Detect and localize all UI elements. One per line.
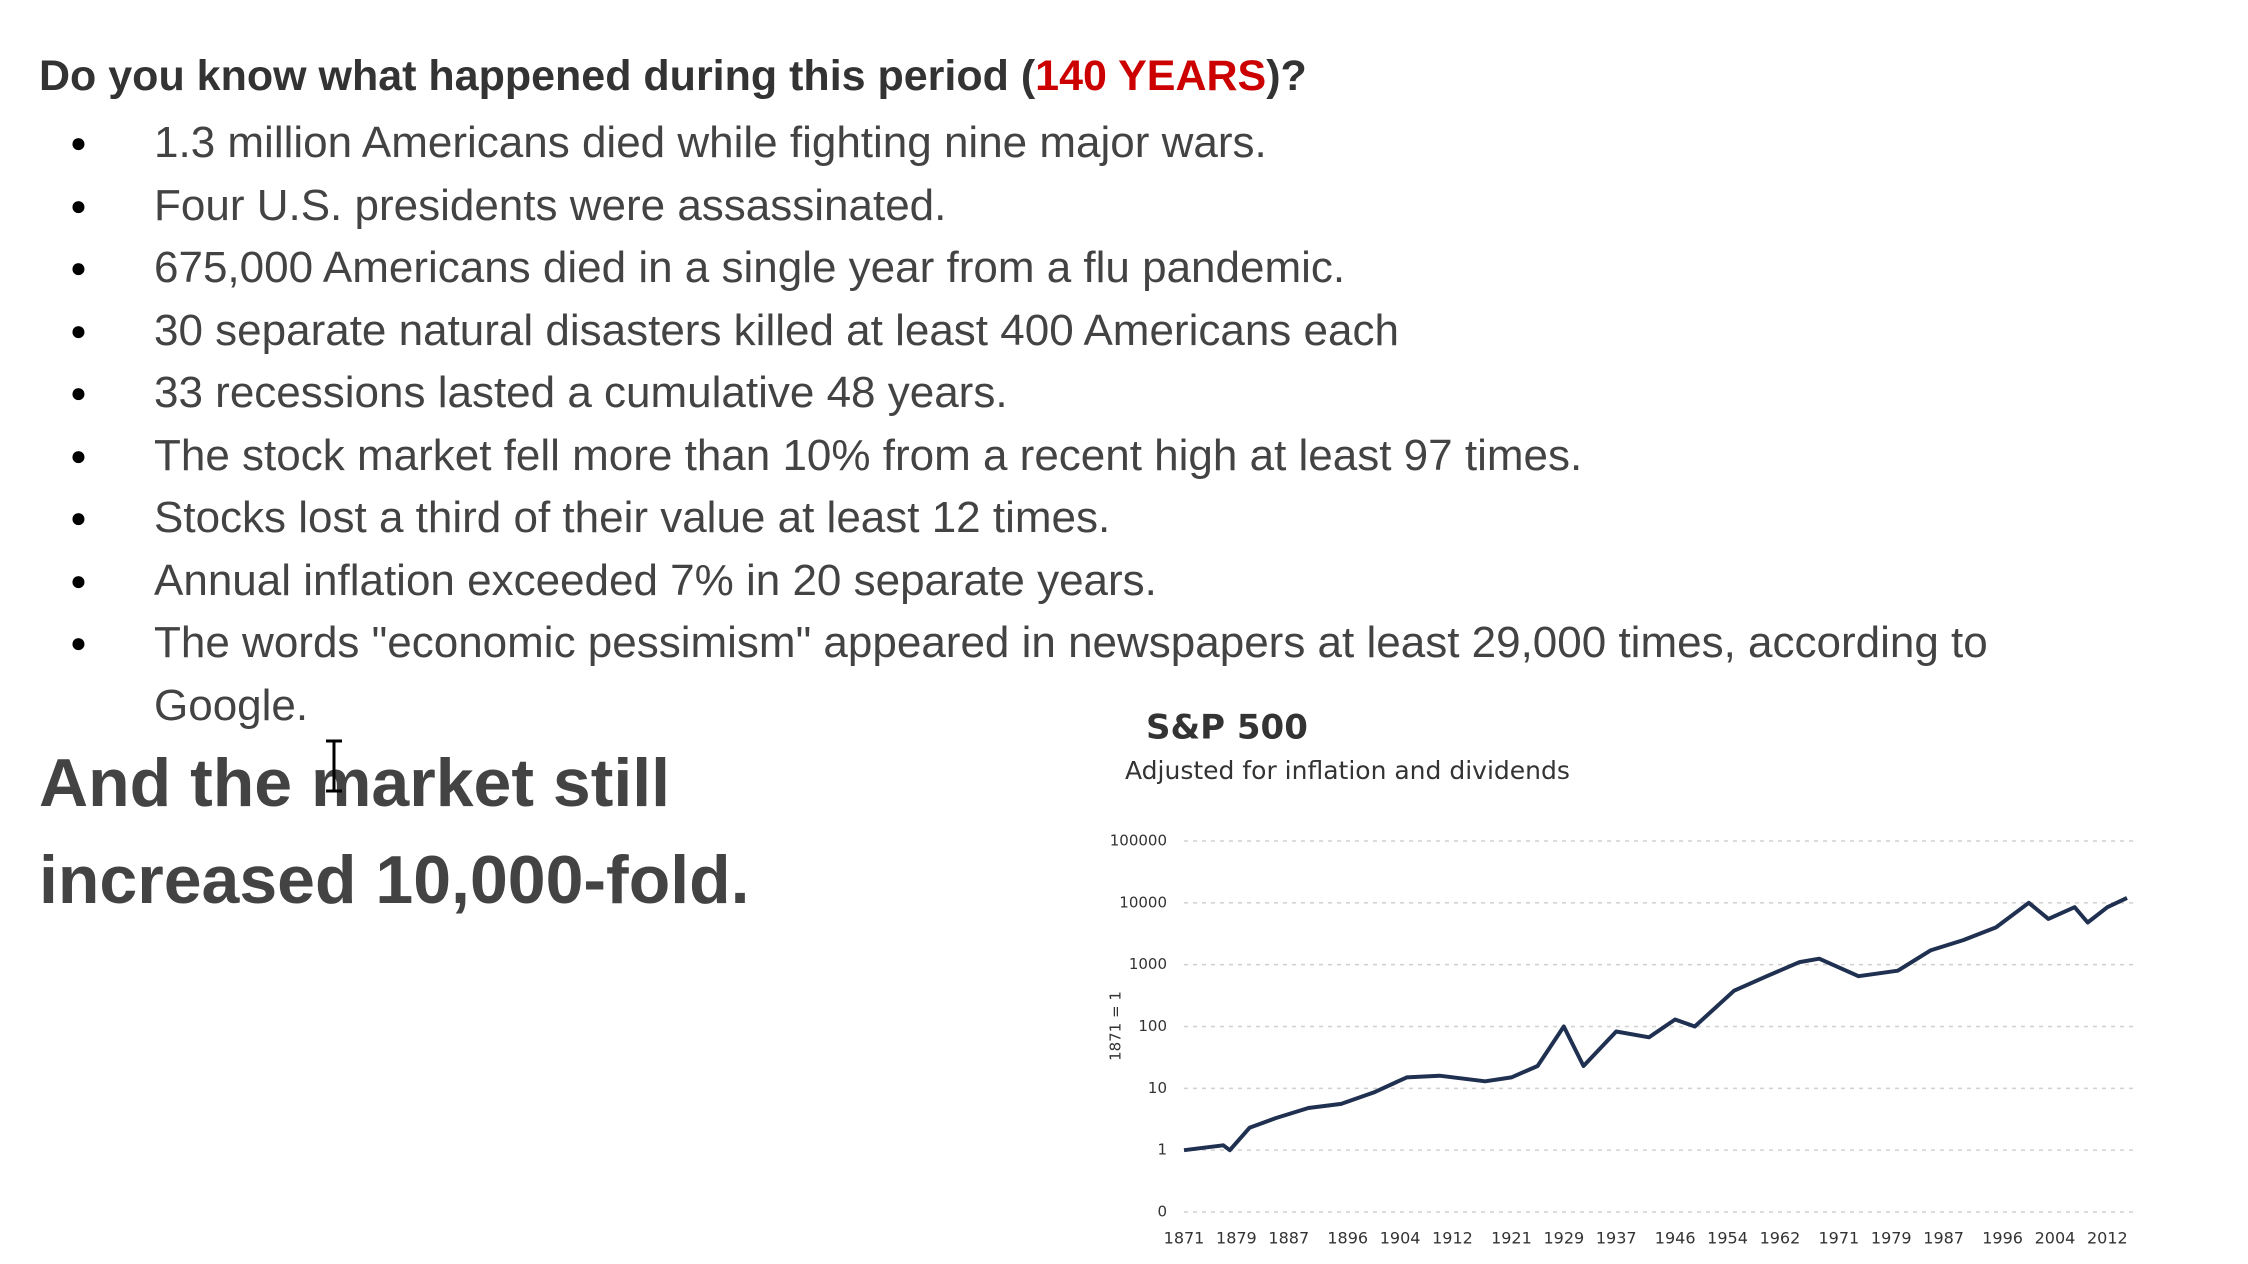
bullet-list: 1.3 million Americans died while fightin… <box>0 112 2110 737</box>
text-cursor <box>326 739 342 793</box>
x-tick-label: 1946 <box>1655 1229 1696 1248</box>
x-tick-label: 1896 <box>1327 1229 1368 1248</box>
x-tick-label: 1921 <box>1491 1229 1532 1248</box>
chart-title: S&P 500 <box>1146 708 1308 748</box>
x-tick-label: 1871 <box>1164 1229 1205 1248</box>
heading-text: Do you know what happened during this pe… <box>39 52 1036 100</box>
y-tick-label: 0 <box>1157 1203 1167 1221</box>
x-tick-label: 2004 <box>2035 1229 2076 1248</box>
x-tick-label: 1979 <box>1871 1229 1912 1248</box>
bullet-item: Stocks lost a third of their value at le… <box>0 487 2110 550</box>
x-tick-label: 1929 <box>1543 1229 1584 1248</box>
x-tick-label: 1987 <box>1923 1229 1964 1248</box>
chart: S&P 500 Adjusted for inflation and divid… <box>1107 708 2137 1248</box>
bullet-item: The stock market fell more than 10% from… <box>0 425 2110 488</box>
x-tick-label: 1887 <box>1268 1229 1309 1248</box>
x-tick-label: 1937 <box>1596 1229 1637 1248</box>
bullet-item: The words "economic pessimism" appeared … <box>0 612 2110 737</box>
x-tick-label: 1971 <box>1819 1229 1860 1248</box>
bullet-item: 1.3 million Americans died while fightin… <box>0 112 2110 175</box>
y-tick-label: 100000 <box>1110 832 1167 850</box>
bullet-item: 33 recessions lasted a cumulative 48 yea… <box>0 362 2110 425</box>
conclusion: And the market still increased 10,000-fo… <box>39 745 750 918</box>
data-line <box>1183 896 2128 1153</box>
chart-subtitle: Adjusted for inflation and dividends <box>1125 756 1570 785</box>
heading-text: )? <box>1266 52 1307 100</box>
bullet-item: 30 separate natural disasters killed at … <box>0 300 2110 363</box>
x-tick-label: 1879 <box>1216 1229 1257 1248</box>
heading-highlight: 140 YEARS <box>1035 52 1267 100</box>
x-tick-label: 1904 <box>1380 1229 1421 1248</box>
bullet-item: 675,000 Americans died in a single year … <box>0 237 2110 300</box>
x-tick-label: 1912 <box>1432 1229 1473 1248</box>
bullet-item: Annual inflation exceeded 7% in 20 separ… <box>0 550 2110 613</box>
x-tick-label: 1962 <box>1760 1229 1801 1248</box>
x-tick-label: 1996 <box>1982 1229 2023 1248</box>
y-tick-label: 1 <box>1157 1141 1167 1159</box>
y-tick-label: 10000 <box>1119 893 1167 911</box>
y-tick-label: 10 <box>1148 1079 1167 1097</box>
y-tick-label: 100 <box>1138 1017 1167 1035</box>
x-tick-label: 1954 <box>1707 1229 1748 1248</box>
bullet-item: Four U.S. presidents were assassinated. <box>0 175 2110 238</box>
x-tick-label: 2012 <box>2087 1229 2128 1248</box>
y-axis-title: 1871 = 1 <box>1107 991 1125 1061</box>
heading: Do you know what happened during this pe… <box>39 52 1307 101</box>
y-tick-label: 1000 <box>1129 955 1167 973</box>
